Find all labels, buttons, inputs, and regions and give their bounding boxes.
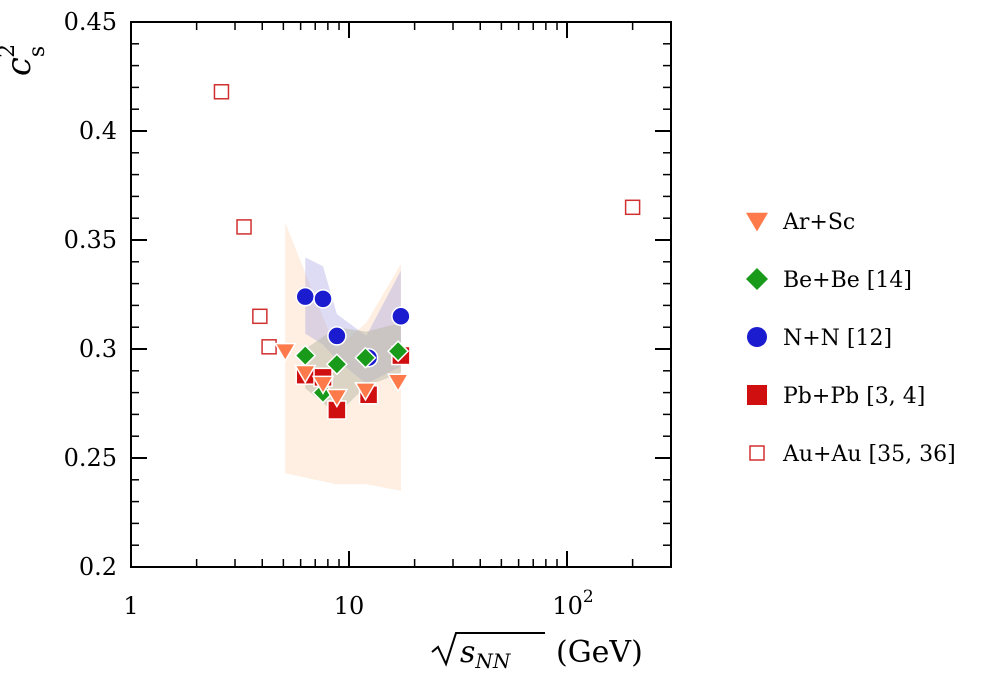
legend-label: Au+Au [35, 36] <box>782 442 956 467</box>
data-point <box>293 364 317 384</box>
data-point <box>213 84 230 100</box>
legend-marker <box>749 445 765 461</box>
legend: Ar+Sc Be+Be [14] N+N [12] Pb+Pb [3, 4] Au+Au… <box>746 210 956 467</box>
y-axis-title: cs2 <box>0 44 50 76</box>
x-axis-title-unit: (GeV) <box>556 635 643 670</box>
y-tick-label: 0.4 <box>79 117 117 145</box>
y-axis: 0.2 0.25 0.3 0.35 0.4 0.45 <box>64 8 671 581</box>
plot-frame <box>130 21 672 568</box>
x-axis-title-subscript: NN <box>474 649 512 673</box>
series-ar-sc <box>273 342 410 408</box>
svg-text:sNN: sNN <box>460 635 512 673</box>
legend-label: Ar+Sc <box>782 210 855 235</box>
y-tick-label: 0.45 <box>64 8 117 36</box>
data-point <box>295 286 316 307</box>
y-tick-label: 0.35 <box>64 226 117 254</box>
data-point <box>391 306 411 327</box>
data-point <box>252 308 268 325</box>
data-point <box>327 326 347 346</box>
y-axis-title-superscript: 2 <box>0 44 20 58</box>
data-series <box>213 84 641 420</box>
data-point <box>354 346 377 369</box>
legend-marker <box>746 212 768 232</box>
y-tick-label: 0.2 <box>79 553 117 581</box>
y-axis-title-symbol: c <box>0 57 39 76</box>
data-point <box>386 373 410 393</box>
y-tick-label: 0.25 <box>64 444 117 472</box>
series-be-be-14 <box>294 340 410 404</box>
svg-text:cs2: cs2 <box>0 44 50 76</box>
series-au-au-35-36 <box>213 84 641 355</box>
data-point <box>273 342 297 363</box>
legend-marker <box>746 268 768 290</box>
data-point <box>236 219 252 235</box>
x-tick-label: 1 <box>123 592 138 620</box>
sqrt-symbol-icon <box>431 632 545 667</box>
y-axis-title-subscript: s <box>25 46 50 57</box>
legend-marker <box>747 385 767 405</box>
x-axis-title: sNN (GeV) <box>431 632 643 673</box>
x-axis-title-symbol: s <box>460 635 475 670</box>
data-point <box>325 388 349 408</box>
x-axis: 1 10 102 <box>123 22 672 620</box>
data-point <box>313 289 333 309</box>
legend-label: Pb+Pb [3, 4] <box>783 384 925 409</box>
x-tick-label: 102 <box>552 587 593 620</box>
legend-label: Be+Be [14] <box>783 268 912 293</box>
y-tick-label: 0.3 <box>79 335 117 363</box>
legend-marker <box>747 327 767 347</box>
data-point <box>325 353 348 376</box>
data-point <box>354 382 377 402</box>
data-point <box>311 375 335 395</box>
legend-label: N+N [12] <box>783 326 892 351</box>
x-tick-label: 10 <box>334 592 365 620</box>
data-point <box>261 339 277 355</box>
data-point <box>624 199 641 216</box>
data-point <box>387 340 410 363</box>
